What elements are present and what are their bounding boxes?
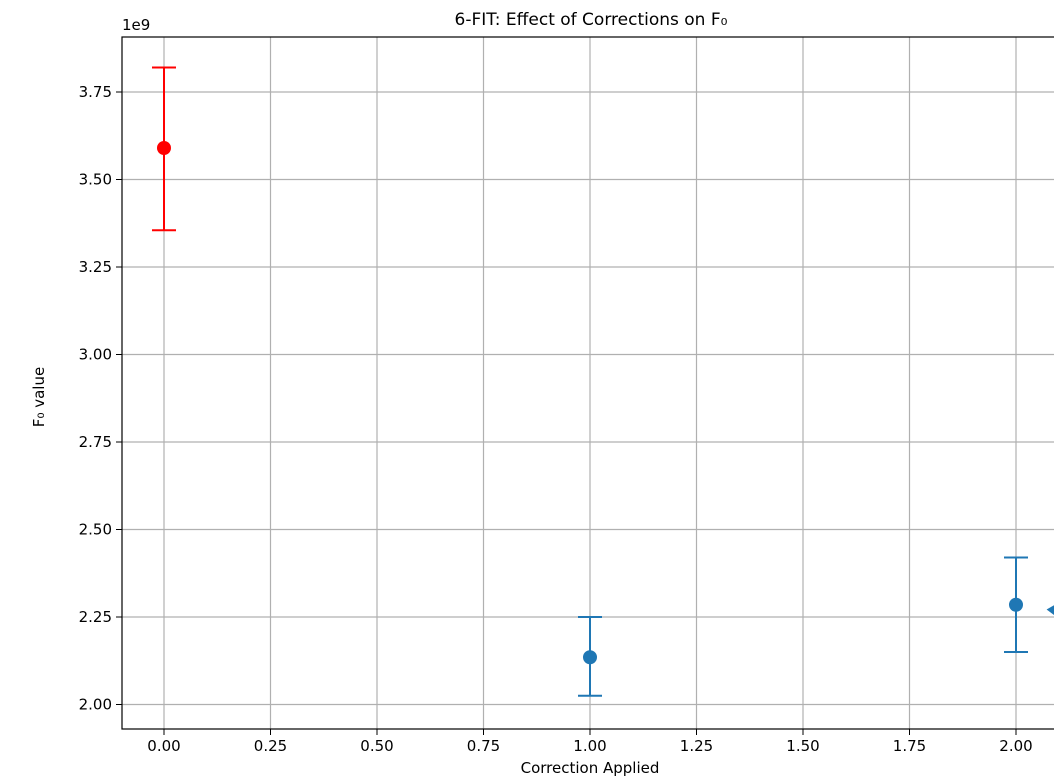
x-tick-label: 1.00 [573, 737, 606, 755]
x-tick-label: 2.00 [999, 737, 1032, 755]
plot-frame [121, 36, 1054, 730]
x-tick-label: 0.00 [147, 737, 180, 755]
data-points [157, 141, 1023, 665]
y-tick-label: 2.75 [79, 433, 112, 451]
x-tick-label: 0.50 [360, 737, 393, 755]
x-tick-label: 0.75 [467, 737, 500, 755]
y-axis-label: F₀ value [30, 367, 48, 427]
data-point [1009, 597, 1023, 612]
grid-lines [122, 37, 1054, 729]
x-axis-ticks: 0.00 0.25 0.50 0.75 1.00 1.25 1.50 1.75 2.00 [147, 729, 1033, 755]
annotation-arrowhead [1046, 605, 1054, 616]
y-tick-label: 3.00 [79, 346, 112, 364]
annotation [1046, 605, 1054, 616]
x-tick-label: 1.50 [786, 737, 819, 755]
x-tick-label: 1.25 [680, 737, 713, 755]
x-tick-label: 0.25 [254, 737, 287, 755]
y-tick-label: 2.50 [79, 521, 112, 539]
data-point [157, 141, 171, 155]
y-tick-label: 2.00 [79, 696, 112, 714]
y-axis-ticks: 2.00 2.25 2.50 2.75 3.00 3.25 3.50 3.75 [79, 83, 122, 714]
x-tick-label: 1.75 [893, 737, 926, 755]
y-tick-label: 3.25 [79, 258, 112, 276]
x-axis-label: Correction Applied [521, 759, 660, 777]
chart-title: 6-FIT: Effect of Corrections on F₀ [455, 10, 728, 30]
y-tick-label: 3.75 [79, 83, 112, 101]
y-tick-label: 3.50 [79, 171, 112, 189]
y-tick-label: 2.25 [79, 608, 112, 626]
y-offset-label: 1e9 [122, 16, 150, 34]
data-point [583, 650, 597, 665]
